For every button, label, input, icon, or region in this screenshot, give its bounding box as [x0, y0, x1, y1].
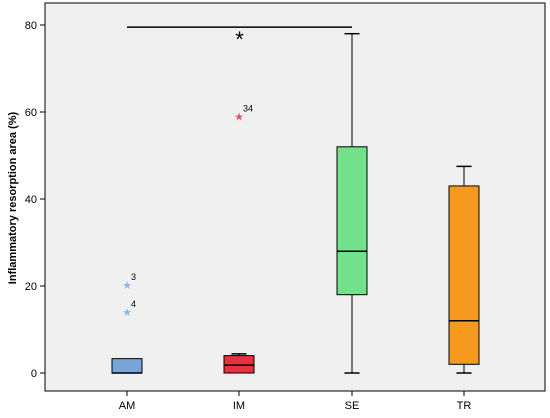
box-im: ★34 — [223, 103, 255, 374]
x-axis: AM IM SE TR — [119, 391, 472, 412]
box-iqr — [336, 146, 368, 296]
outlier-star: ★ — [122, 306, 132, 319]
outlier-label: 34 — [243, 103, 253, 113]
y-tick-label: 60 — [25, 107, 37, 119]
significance-mark: * — [235, 27, 244, 52]
y-tick-label: 40 — [25, 194, 37, 206]
box-tr — [448, 165, 480, 374]
y-tick-label: 20 — [25, 281, 37, 293]
annotations: * — [127, 26, 352, 52]
box-iqr — [448, 185, 480, 365]
y-tick-label: 80 — [25, 20, 37, 32]
y-tick-label: 0 — [31, 368, 37, 380]
x-tick-label: TR — [457, 400, 472, 412]
x-tick-label: IM — [233, 400, 245, 412]
box-am: ★3★4 — [111, 272, 143, 374]
x-tick-label: AM — [119, 400, 136, 412]
box-iqr — [223, 355, 255, 374]
boxes: ★3★4★34 — [111, 32, 480, 374]
outlier-label: 4 — [131, 299, 136, 309]
box-se — [336, 32, 368, 374]
y-axis-title: Inflammatory resorption area (%) — [7, 111, 19, 284]
y-axis: 0 20 40 60 80 — [25, 20, 45, 380]
outlier-star: ★ — [234, 110, 244, 123]
x-tick-label: SE — [345, 400, 360, 412]
box-iqr — [111, 358, 143, 374]
outlier-label: 3 — [131, 272, 136, 282]
outlier-star: ★ — [122, 279, 132, 292]
